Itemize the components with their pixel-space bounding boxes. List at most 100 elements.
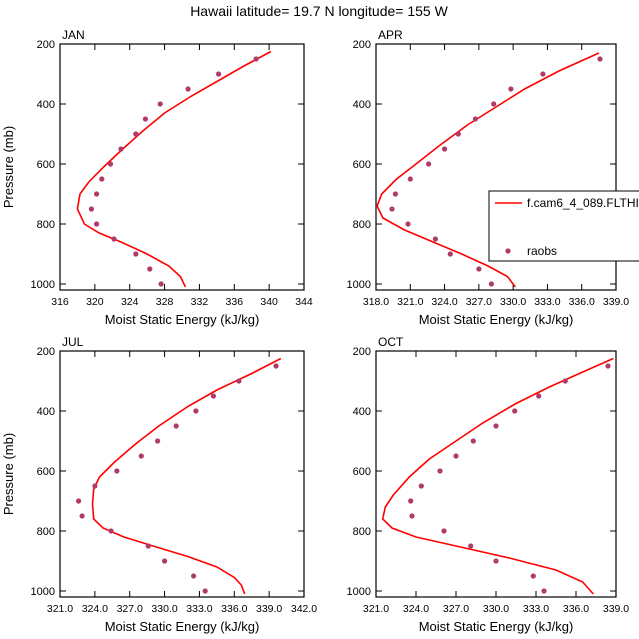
- raob-point: [605, 363, 611, 369]
- raob-point: [138, 453, 144, 459]
- x-tick-label: 321.0: [363, 603, 389, 615]
- x-tick-label: 327.0: [443, 603, 469, 615]
- y-tick-label: 200: [37, 39, 55, 51]
- y-tick-label: 1000: [31, 279, 55, 291]
- raob-point: [441, 528, 447, 534]
- raob-point: [472, 116, 478, 122]
- panel-jan: JAN 316 320 324 328 332 336 340 344 200 400 600 800 1…: [1, 28, 313, 327]
- raob-point: [94, 221, 100, 227]
- model-profile-line: [91, 357, 282, 595]
- panel-apr: APR 318.0 321.0 324.0 327.0 330.0 333.0 336.0 33…: [347, 28, 630, 327]
- raob-point: [442, 146, 448, 152]
- panel-label: OCT: [378, 335, 404, 349]
- x-axis-label: Moist Static Energy (kJ/kg): [419, 619, 574, 634]
- y-tick-label: 1000: [31, 586, 55, 598]
- raob-point: [476, 266, 482, 272]
- legend: f.cam6_4_089.FLTHIST_ne30.r328_gamma0.33…: [488, 190, 639, 262]
- x-tick-label: 333.0: [186, 603, 212, 615]
- raob-point: [133, 251, 139, 257]
- raob-point: [455, 131, 461, 137]
- raob-point: [111, 236, 117, 242]
- plot-frame: [375, 43, 617, 291]
- y-tick-label: 800: [353, 526, 371, 538]
- raob-point: [88, 206, 94, 212]
- raob-point: [407, 176, 413, 182]
- x-tick-label: 324.0: [403, 603, 429, 615]
- raob-point: [236, 378, 242, 384]
- y-tick-label: 400: [353, 99, 371, 111]
- panel-label: APR: [378, 28, 403, 42]
- raob-point: [488, 281, 494, 287]
- raob-point: [162, 558, 168, 564]
- raob-point: [418, 483, 424, 489]
- plot-frame: [59, 43, 305, 291]
- panel-label: JAN: [62, 28, 85, 42]
- model-profile-line: [76, 50, 272, 288]
- x-tick-label: 328: [156, 296, 174, 308]
- y-tick-label: 600: [37, 466, 55, 478]
- y-tick-label: 800: [37, 526, 55, 538]
- y-tick-label: 200: [353, 346, 371, 358]
- raob-point: [541, 588, 547, 594]
- raob-point: [193, 408, 199, 414]
- x-axis-label: Moist Static Energy (kJ/kg): [105, 619, 260, 634]
- x-tick-label: 344: [295, 296, 313, 308]
- raob-point: [108, 528, 114, 534]
- raob-point: [92, 483, 98, 489]
- raob-point: [253, 56, 259, 62]
- raob-point: [447, 251, 453, 257]
- x-tick-label: 330.0: [500, 296, 526, 308]
- x-tick-label: 321.0: [47, 603, 73, 615]
- y-tick-label: 800: [353, 219, 371, 231]
- x-tick-label: 316: [51, 296, 69, 308]
- y-tick-label: 800: [37, 219, 55, 231]
- raob-point: [468, 543, 474, 549]
- raob-point: [453, 453, 459, 459]
- raob-point: [470, 438, 476, 444]
- raob-point: [94, 191, 100, 197]
- x-axis-label: Moist Static Energy (kJ/kg): [105, 312, 260, 327]
- raob-point: [512, 408, 518, 414]
- raob-point: [405, 221, 411, 227]
- model-profile-line: [376, 52, 600, 288]
- x-tick-label: 320: [86, 296, 104, 308]
- x-tick-label: 332: [191, 296, 209, 308]
- x-tick-label: 333.0: [523, 603, 549, 615]
- x-tick-label: 339.0: [603, 603, 629, 615]
- raob-point: [107, 161, 114, 167]
- raob-point: [540, 71, 546, 77]
- raob-point: [133, 131, 139, 137]
- raob-point: [426, 161, 432, 167]
- panel-oct: OCT 321.0 324.0 327.0 330.0 333.0 336.0 339.0 20…: [347, 335, 630, 634]
- raob-point: [114, 468, 120, 474]
- x-tick-label: 336.0: [221, 603, 247, 615]
- legend-obs-marker-swatch: [505, 248, 511, 254]
- model-profile-line: [381, 357, 614, 595]
- y-axis-label: Pressure (mb): [1, 126, 16, 208]
- raob-point: [185, 86, 191, 92]
- figure-title: Hawaii latitude= 19.7 N longitude= 155 W: [190, 3, 448, 19]
- y-tick-label: 400: [353, 406, 371, 418]
- raob-point: [409, 513, 415, 519]
- raob-point: [79, 513, 85, 519]
- y-tick-label: 400: [37, 406, 55, 418]
- raob-point: [536, 393, 542, 399]
- raob-point: [530, 573, 536, 579]
- x-tick-label: 318.0: [363, 296, 389, 308]
- raob-point: [76, 498, 82, 504]
- raob-point: [147, 266, 153, 272]
- x-tick-label: 339.0: [603, 296, 629, 308]
- y-tick-label: 200: [353, 39, 371, 51]
- raob-point: [437, 468, 443, 474]
- panel-jul: JUL 321.0 324.0 327.0 330.0 333.0 336.0 339.0 34…: [1, 335, 317, 634]
- y-tick-label: 1000: [347, 586, 371, 598]
- x-tick-label: 324.0: [431, 296, 457, 308]
- y-tick-label: 400: [37, 99, 55, 111]
- raob-point: [493, 558, 499, 564]
- x-tick-label: 336: [226, 296, 244, 308]
- x-tick-label: 321.0: [397, 296, 423, 308]
- raob-point: [273, 363, 279, 369]
- raob-point: [142, 116, 148, 122]
- x-axis-label: Moist Static Energy (kJ/kg): [419, 312, 574, 327]
- raob-point: [432, 236, 438, 242]
